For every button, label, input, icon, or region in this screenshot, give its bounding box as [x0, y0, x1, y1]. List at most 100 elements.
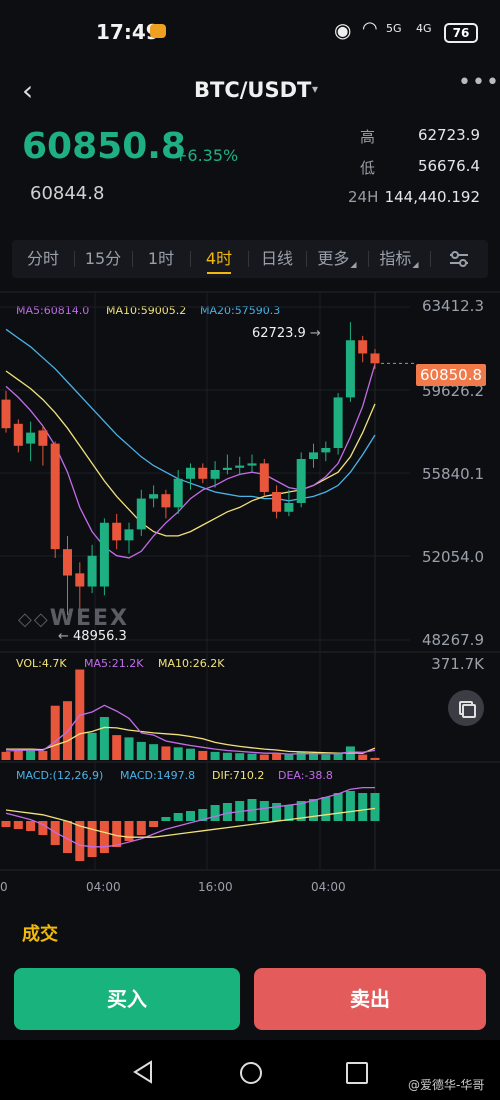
y-tick-label: 55840.1 — [421, 465, 484, 483]
nav-recent-icon[interactable] — [346, 1062, 368, 1084]
volume-bar — [235, 753, 245, 760]
vol-ma5-line — [5, 704, 376, 755]
trades-section — [0, 910, 500, 956]
candle-body — [210, 469, 220, 479]
volume-value: 144,440.192 — [384, 188, 480, 206]
candle-body — [247, 463, 257, 466]
high-value: 62723.9 — [417, 126, 480, 144]
macd-params-legend: MACD:(12,26,9) — [16, 769, 104, 782]
volume-label: 24H — [348, 188, 379, 206]
volume-bar — [333, 752, 343, 760]
volume-bar — [210, 751, 220, 760]
volume-bar — [26, 748, 36, 760]
weex-watermark: ◇◇WEEX — [18, 606, 129, 631]
active-tab-indicator — [207, 272, 231, 274]
tab-1d[interactable]: 日线 — [260, 249, 293, 268]
candlestick-chart[interactable] — [0, 290, 500, 895]
candle-body — [173, 478, 183, 508]
more-icon[interactable]: ••• — [458, 70, 500, 95]
macd-value-legend: MACD:1497.8 — [120, 769, 196, 782]
fullscreen-button[interactable] — [448, 690, 484, 726]
volume-bar — [173, 747, 183, 760]
macd-bar — [309, 799, 318, 821]
last-price: 60850.8 — [22, 126, 186, 167]
macd-bar — [210, 805, 220, 821]
status-time: 17:49 — [96, 20, 160, 44]
buy-button[interactable]: 买入 — [14, 968, 240, 1030]
volume-bar — [38, 750, 48, 760]
back-button[interactable]: ‹ — [22, 74, 34, 107]
candle-body — [309, 452, 318, 459]
tab-more[interactable]: 更多◢ — [317, 249, 357, 269]
nav-back-icon[interactable] — [132, 1060, 154, 1084]
macd-bar — [63, 821, 72, 853]
x-tick-label: 0 — [0, 880, 8, 894]
macd-bar — [370, 793, 380, 821]
price-change: +6.35% — [174, 146, 239, 165]
high-label: 高 — [360, 128, 376, 146]
macd-bar — [136, 821, 146, 835]
macd-bar — [75, 821, 85, 861]
macd-bar — [26, 821, 36, 831]
volume-bar — [13, 750, 23, 760]
sliders-icon — [450, 251, 468, 267]
candle-body — [13, 423, 23, 446]
x-tick-label: 04:00 — [86, 880, 121, 894]
chevron-down-icon[interactable]: ▾ — [312, 82, 319, 96]
candle-body — [186, 467, 195, 479]
candle-body — [112, 522, 122, 541]
pair-title[interactable]: BTC/USDT — [194, 78, 312, 102]
x-tick-label: 04:00 — [311, 880, 346, 894]
low-marker: ← 48956.3 — [58, 629, 127, 644]
candle-body — [1, 399, 11, 429]
tab-divider — [248, 251, 249, 267]
candle-body — [26, 432, 36, 444]
candle-body — [198, 467, 208, 479]
weex-logo-icon: ◇◇ — [18, 609, 50, 630]
macd-bar — [198, 809, 208, 821]
macd-bar — [173, 813, 183, 821]
volume-bar — [284, 754, 294, 760]
macd-bar — [186, 811, 195, 821]
trades-tab[interactable]: 成交 — [22, 924, 58, 945]
vol-y-label: 371.7K — [431, 655, 484, 673]
tab-4h[interactable]: 4时 — [190, 240, 248, 278]
candle-body — [284, 502, 294, 512]
signal-5g-icon: 5G — [386, 22, 402, 35]
macd-bar — [161, 817, 171, 821]
nav-home-icon[interactable] — [240, 1062, 262, 1084]
weibo-icon — [150, 24, 166, 38]
interval-tabs: 分时 15分 1时 4时 日线 更多◢ 指标◢ — [12, 240, 488, 278]
chart-settings-button[interactable] — [430, 240, 488, 278]
volume-bar — [136, 741, 146, 760]
macd-bar — [259, 801, 269, 821]
volume-bar — [149, 744, 159, 760]
candle-body — [370, 353, 380, 364]
eye-icon: ◉ — [334, 18, 352, 42]
vol-ma10-legend: MA10:26.2K — [158, 657, 225, 670]
candle-body — [75, 573, 85, 587]
tab-15m[interactable]: 15分 — [84, 249, 122, 268]
macd-bar — [321, 797, 331, 821]
y-tick-label: 48267.9 — [421, 631, 484, 649]
volume-bar — [370, 757, 380, 760]
volume-bar — [321, 754, 331, 760]
y-tick-label: 52054.0 — [421, 548, 484, 566]
macd-bar — [149, 821, 159, 827]
macd-bar — [284, 805, 294, 821]
tab-indicators[interactable]: 指标◢ — [379, 249, 419, 269]
candle-body — [345, 340, 355, 398]
macd-bar — [358, 793, 368, 821]
tab-timeshare[interactable]: 分时 — [26, 249, 59, 268]
index-price: 60844.8 — [30, 183, 105, 204]
candle-body — [124, 529, 134, 541]
macd-bar — [87, 821, 97, 857]
macd-bar — [124, 821, 134, 841]
sell-button[interactable]: 卖出 — [254, 968, 486, 1030]
macd-bar — [222, 803, 232, 821]
candle-body — [222, 467, 232, 470]
x-tick-label: 16:00 — [198, 880, 233, 894]
volume-bar — [296, 751, 306, 760]
candle-body — [50, 443, 60, 550]
tab-1h[interactable]: 1时 — [147, 249, 175, 268]
